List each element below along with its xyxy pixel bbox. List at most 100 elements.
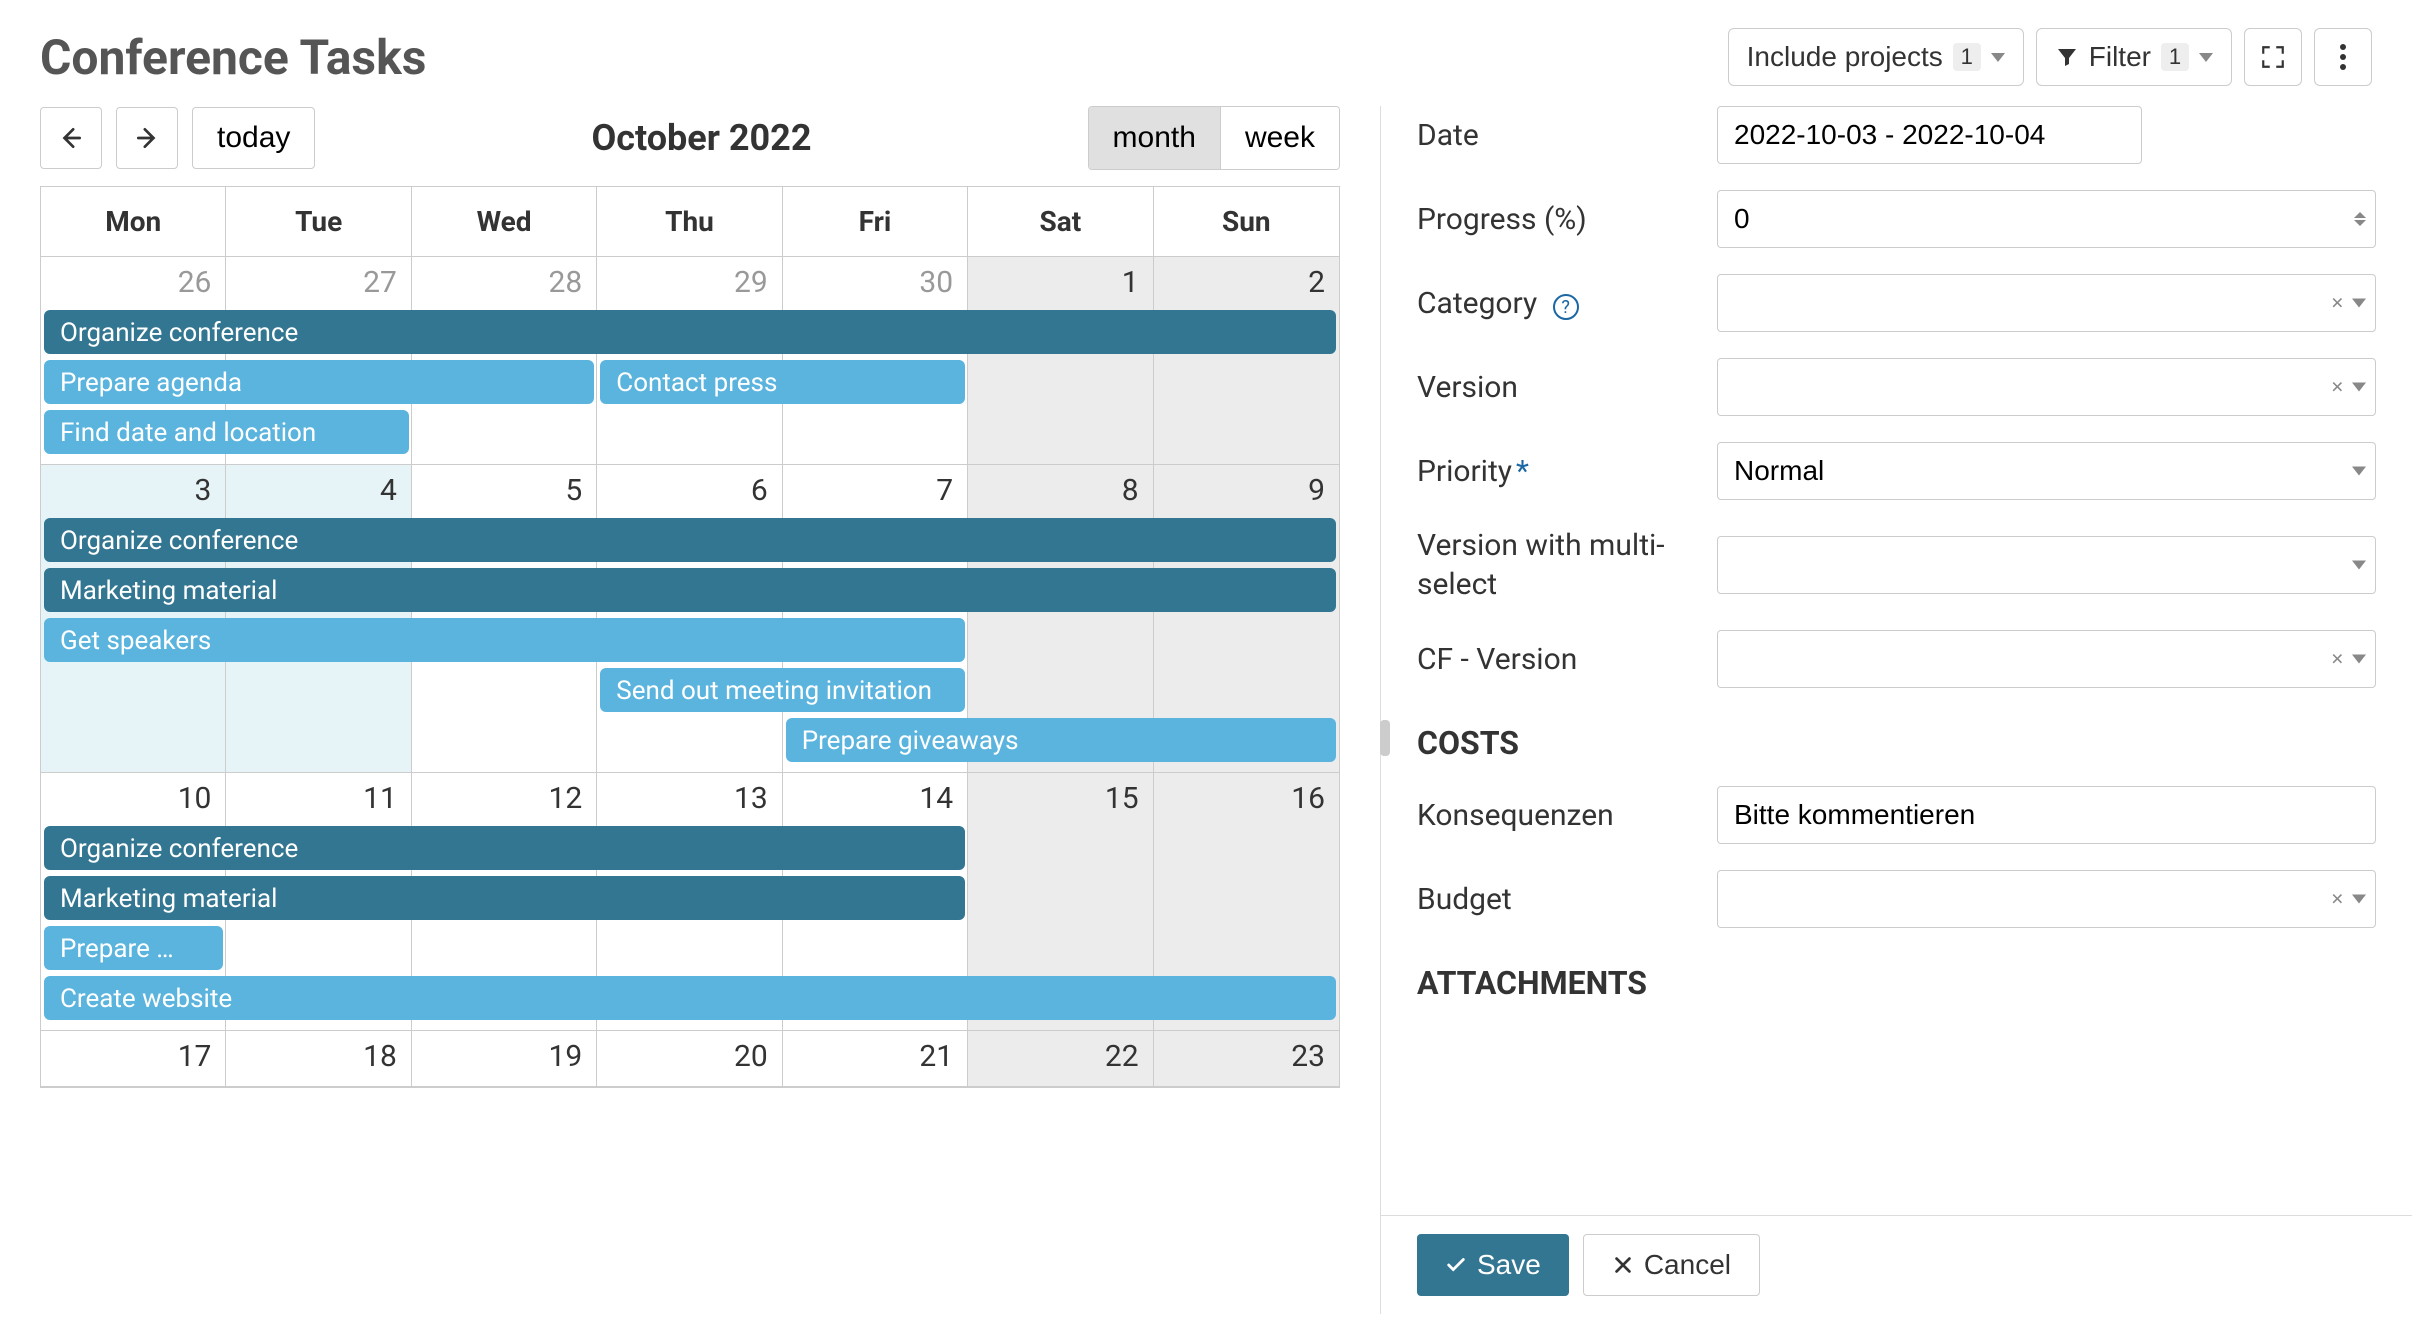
today-button[interactable]: today [192, 107, 315, 169]
date-label: Date [1417, 118, 1717, 153]
day-cell[interactable]: 20 [597, 1031, 782, 1082]
chevron-down-icon[interactable] [2352, 895, 2366, 904]
chevron-down-icon[interactable] [2352, 655, 2366, 664]
day-cell[interactable]: 3 [41, 465, 226, 516]
section-attachments: ATTACHMENTS [1417, 964, 2376, 1002]
priority-label: Priority* [1417, 454, 1717, 489]
cf-version-label: CF - Version [1417, 642, 1717, 677]
day-header: Sat [968, 187, 1153, 257]
week-row: 3456789Organize conference Marketing mate… [41, 465, 1339, 773]
arrow-right-icon [134, 125, 160, 151]
calendar: MonTueWedThuFriSatSun 262728293012Organi… [40, 186, 1340, 1088]
stepper-icon[interactable] [2354, 212, 2366, 226]
calendar-event[interactable]: Marketing material [44, 568, 1336, 612]
calendar-event[interactable]: Organize conference [44, 518, 1336, 562]
version-multi-select[interactable] [1717, 536, 2376, 594]
day-cell[interactable]: 29 [597, 257, 782, 308]
header-controls: Include projects 1 Filter 1 [1728, 28, 2372, 86]
filter-count: 1 [2161, 43, 2189, 71]
priority-select[interactable] [1717, 442, 2376, 500]
clear-icon[interactable]: ✕ [2331, 890, 2344, 909]
clear-icon[interactable]: ✕ [2331, 294, 2344, 313]
day-cell[interactable]: 14 [783, 773, 968, 824]
calendar-title: October 2022 [591, 117, 811, 159]
day-cell[interactable]: 1 [968, 257, 1153, 308]
category-select[interactable] [1717, 274, 2376, 332]
prev-button[interactable] [40, 107, 102, 169]
day-cell[interactable]: 30 [783, 257, 968, 308]
splitter-handle[interactable] [1380, 720, 1390, 756]
calendar-event[interactable]: Organize conference [44, 310, 1336, 354]
calendar-event[interactable]: Prepare agenda [44, 360, 594, 404]
calendar-event[interactable]: Send out meeting invitation [600, 668, 965, 712]
clear-icon[interactable]: ✕ [2331, 378, 2344, 397]
day-cell[interactable]: 18 [226, 1031, 411, 1082]
day-cell[interactable]: 21 [783, 1031, 968, 1082]
calendar-event[interactable]: Get speakers [44, 618, 965, 662]
chevron-down-icon[interactable] [2352, 467, 2366, 476]
day-header: Fri [783, 187, 968, 257]
day-cell[interactable]: 4 [226, 465, 411, 516]
calendar-event[interactable]: Marketing material [44, 876, 965, 920]
day-cell[interactable]: 16 [1154, 773, 1339, 824]
day-cell[interactable]: 5 [412, 465, 597, 516]
day-cell[interactable]: 6 [597, 465, 782, 516]
save-button[interactable]: Save [1417, 1234, 1569, 1296]
help-icon[interactable]: ? [1553, 294, 1579, 320]
view-week-button[interactable]: week [1221, 107, 1339, 169]
day-cell[interactable]: 12 [412, 773, 597, 824]
konsequenzen-input[interactable] [1717, 786, 2376, 844]
fullscreen-button[interactable] [2244, 28, 2302, 86]
chevron-down-icon[interactable] [2352, 561, 2366, 570]
filter-icon [2055, 45, 2079, 69]
date-input[interactable] [1717, 106, 2142, 164]
version-label: Version [1417, 370, 1717, 405]
day-cell[interactable]: 10 [41, 773, 226, 824]
include-projects-count: 1 [1953, 43, 1981, 71]
view-month-button[interactable]: month [1089, 107, 1221, 169]
filter-label: Filter [2089, 41, 2151, 73]
day-cell[interactable]: 9 [1154, 465, 1339, 516]
day-cell[interactable]: 26 [41, 257, 226, 308]
check-icon [1445, 1254, 1467, 1276]
day-cell[interactable]: 7 [783, 465, 968, 516]
cf-version-select[interactable] [1717, 630, 2376, 688]
day-cell[interactable]: 22 [968, 1031, 1153, 1082]
chevron-down-icon[interactable] [2352, 383, 2366, 392]
day-cell[interactable]: 17 [41, 1031, 226, 1082]
category-label: Category ? [1417, 286, 1717, 321]
calendar-event[interactable]: Prepare giveaways [786, 718, 1336, 762]
calendar-header: MonTueWedThuFriSatSun [41, 187, 1339, 257]
cancel-button[interactable]: Cancel [1583, 1234, 1760, 1296]
konsequenzen-label: Konsequenzen [1417, 798, 1717, 833]
day-cell[interactable]: 2 [1154, 257, 1339, 308]
filter-button[interactable]: Filter 1 [2036, 28, 2232, 86]
calendar-event[interactable]: Organize conference [44, 826, 965, 870]
calendar-event[interactable]: Create website [44, 976, 1336, 1020]
day-cell[interactable]: 15 [968, 773, 1153, 824]
chevron-down-icon[interactable] [2352, 299, 2366, 308]
day-cell[interactable]: 11 [226, 773, 411, 824]
calendar-event[interactable]: Contact press [600, 360, 965, 404]
more-button[interactable] [2314, 28, 2372, 86]
include-projects-button[interactable]: Include projects 1 [1728, 28, 2024, 86]
day-cell[interactable]: 23 [1154, 1031, 1339, 1082]
calendar-event[interactable]: Prepare … [44, 926, 223, 970]
section-costs: COSTS [1417, 724, 2376, 762]
progress-label: Progress (%) [1417, 202, 1717, 237]
clear-icon[interactable]: ✕ [2331, 650, 2344, 669]
budget-select[interactable] [1717, 870, 2376, 928]
progress-input[interactable] [1717, 190, 2376, 248]
day-cell[interactable]: 13 [597, 773, 782, 824]
version-select[interactable] [1717, 358, 2376, 416]
week-row: 17181920212223 [41, 1031, 1339, 1087]
next-button[interactable] [116, 107, 178, 169]
day-cell[interactable]: 19 [412, 1031, 597, 1082]
chevron-down-icon [2199, 53, 2213, 62]
version-multi-label: Version with multi-select [1417, 526, 1717, 604]
day-cell[interactable]: 8 [968, 465, 1153, 516]
day-cell[interactable]: 28 [412, 257, 597, 308]
day-cell[interactable]: 27 [226, 257, 411, 308]
include-projects-label: Include projects [1747, 41, 1943, 73]
calendar-event[interactable]: Find date and location [44, 410, 409, 454]
